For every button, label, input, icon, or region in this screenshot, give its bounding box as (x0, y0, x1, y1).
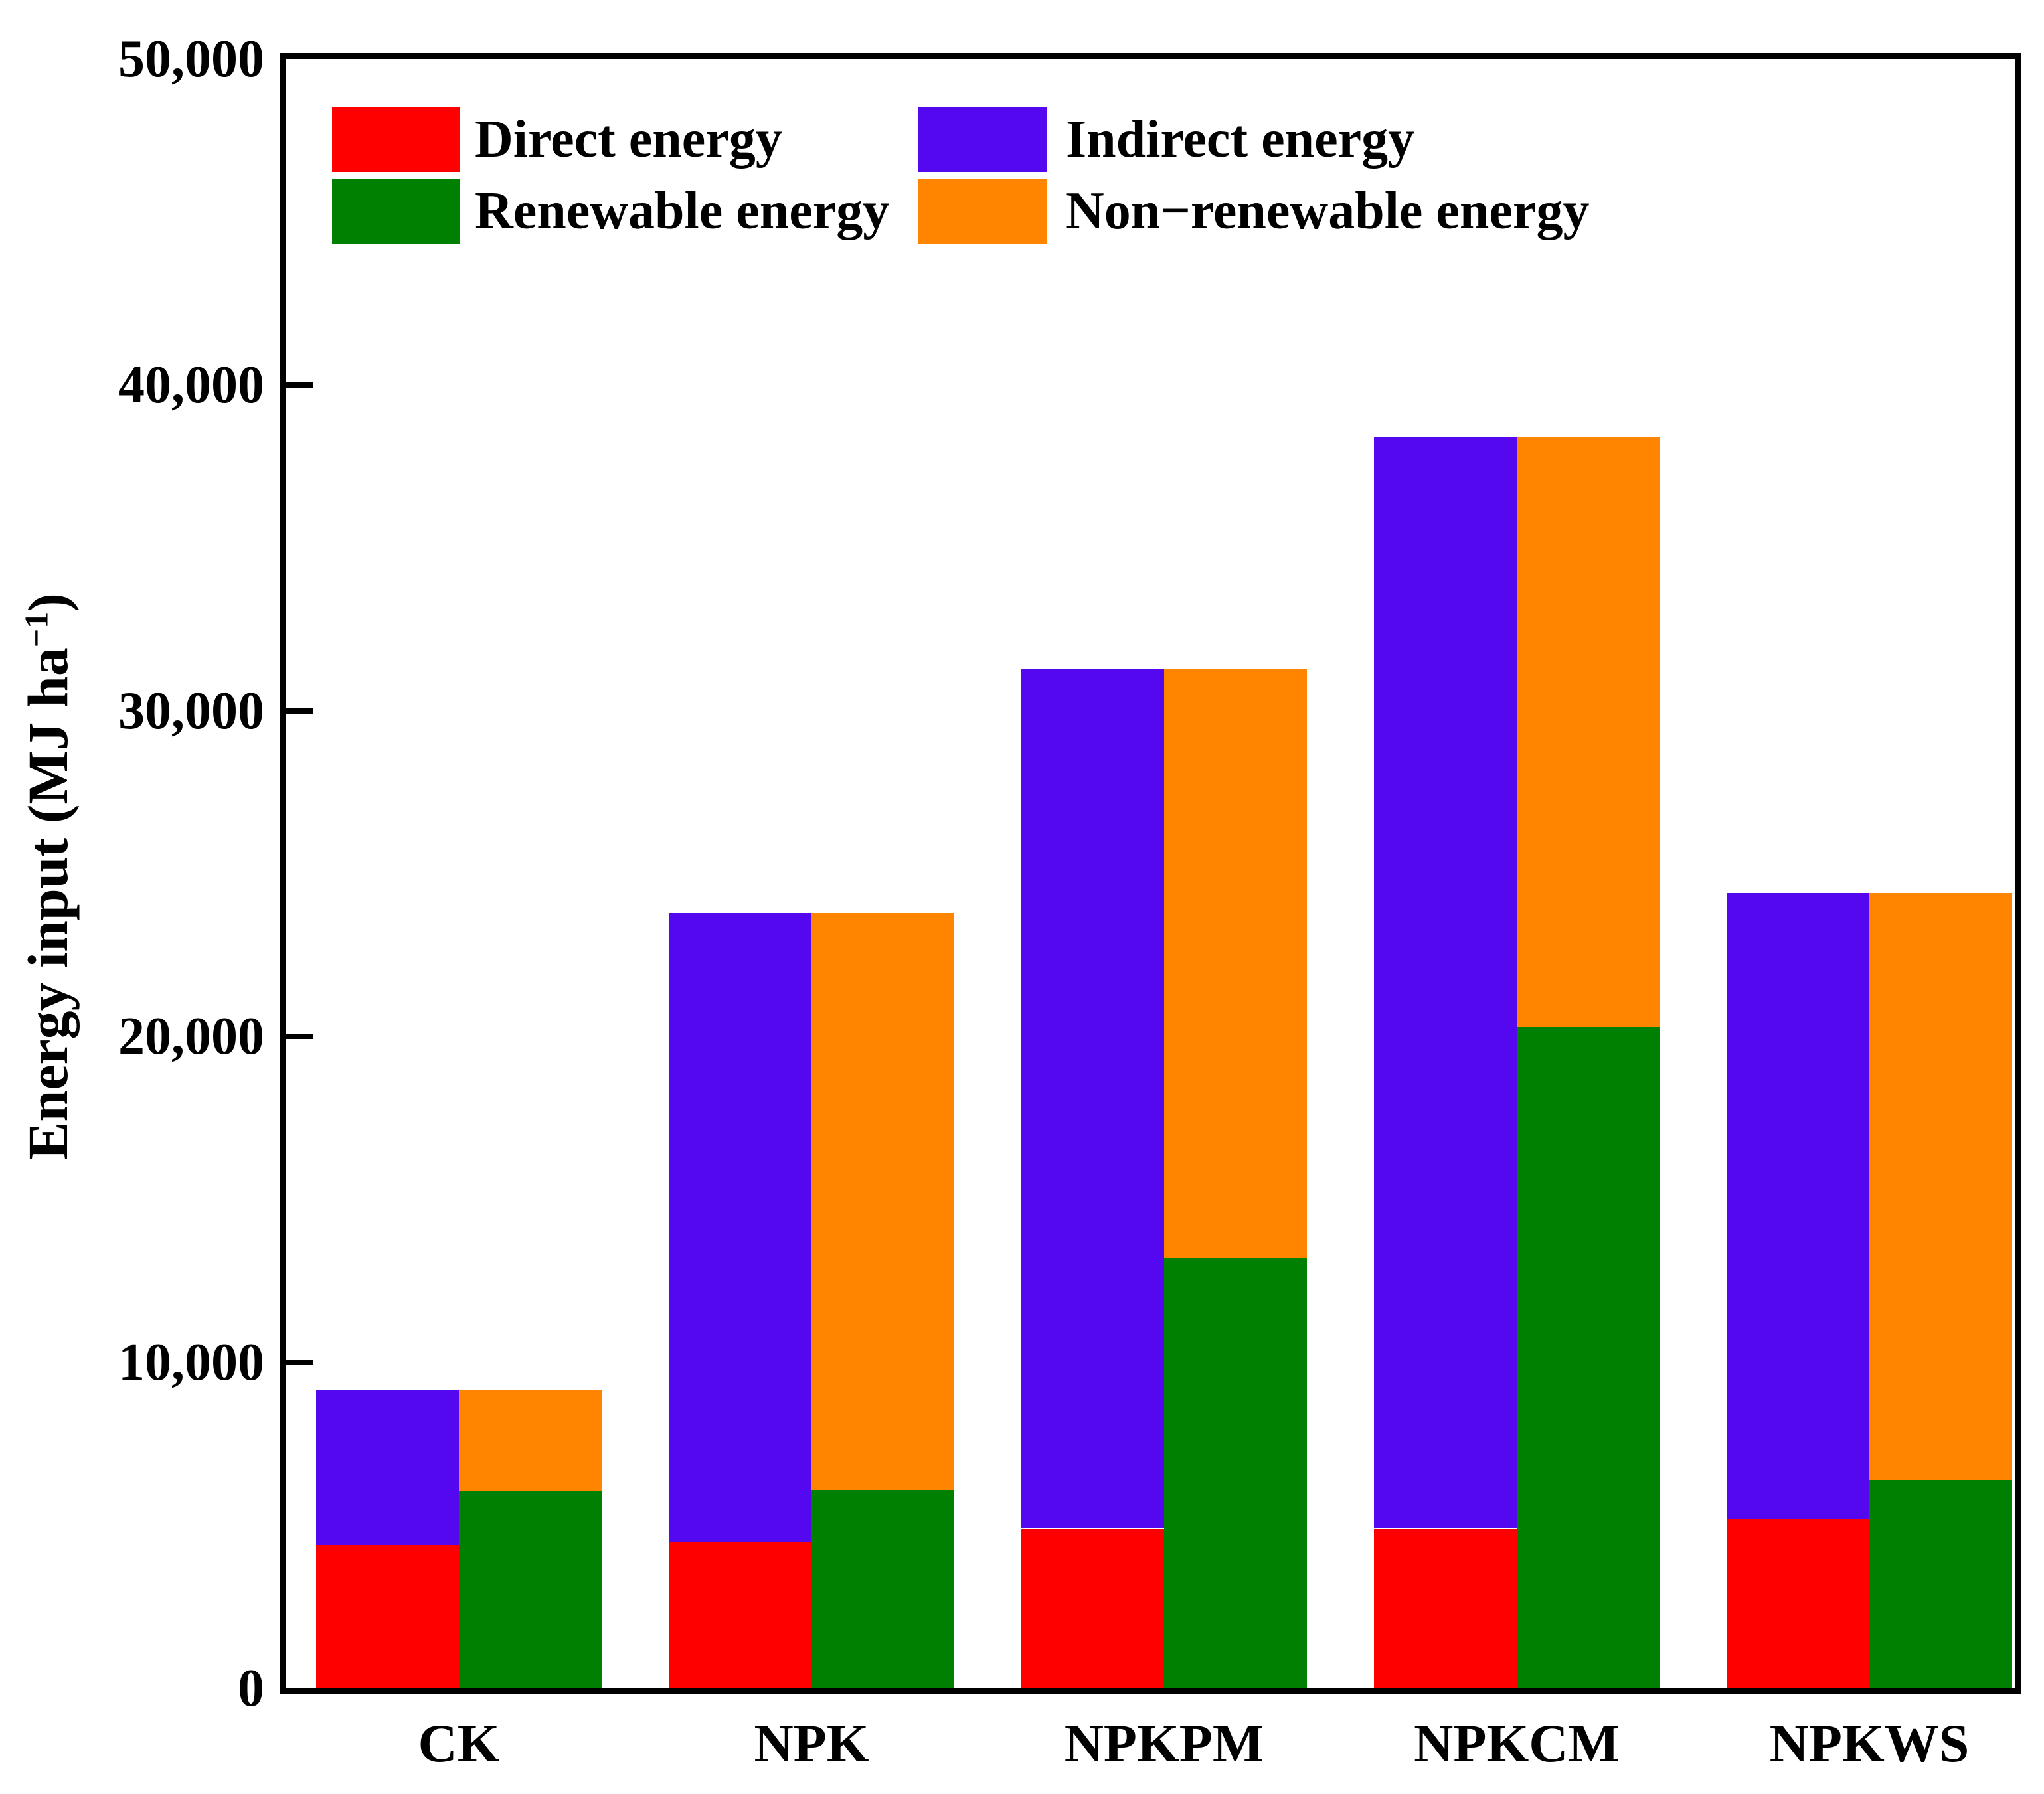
bar-npk-non-renewable-energy (811, 912, 954, 1490)
legend-red-swatch (332, 107, 460, 172)
x-category-label-npkws: NPKWS (1769, 1713, 1970, 1773)
bar-npkcm-direct-energy (1374, 1528, 1517, 1688)
bar-npkcm-non-renewable-energy (1517, 437, 1660, 1027)
x-category-label-npkpm: NPKPM (1064, 1713, 1264, 1773)
legend-label-indirect-energy: Indirect energy (1066, 110, 1415, 169)
bar-npk-renewable-energy (811, 1489, 954, 1688)
y-tick-label: 20,000 (118, 1007, 264, 1066)
bar-npk-indirect-energy (669, 912, 811, 1542)
bar-npkpm-renewable-energy (1164, 1258, 1307, 1688)
bar-npkws-non-renewable-energy (1869, 893, 2012, 1480)
bar-ck-non-renewable-energy (459, 1390, 602, 1492)
y-tick-mark (286, 382, 313, 388)
legend-purple-swatch (918, 107, 1047, 172)
y-tick-label: 30,000 (118, 681, 264, 740)
x-category-label-ck: CK (418, 1713, 500, 1773)
bar-ck-direct-energy (316, 1545, 459, 1688)
y-axis-title-close: ) (16, 593, 80, 612)
bar-ck-indirect-energy (316, 1390, 459, 1546)
plot-frame (280, 53, 2021, 1694)
bar-npkws-direct-energy (1727, 1518, 1869, 1688)
legend-label-renewable-energy: Renewable energy (475, 182, 890, 240)
plot-area (286, 59, 2015, 1688)
y-tick-mark (286, 708, 313, 714)
y-tick-label: 40,000 (118, 355, 264, 414)
bar-npkws-renewable-energy (1869, 1479, 2012, 1688)
y-axis-title-superscript: −1 (18, 612, 55, 648)
bar-npkpm-direct-energy (1021, 1528, 1164, 1688)
bar-npk-direct-energy (669, 1542, 811, 1688)
y-axis-title: Energy input (MJ ha−1) (15, 593, 81, 1160)
legend-green-swatch (332, 179, 460, 244)
legend-label-non-renewable-energy: Non−renewable energy (1066, 182, 1590, 240)
bar-npkws-indirect-energy (1727, 893, 1869, 1519)
y-tick-mark (286, 1034, 313, 1040)
bar-npkcm-indirect-energy (1374, 437, 1517, 1529)
legend-orange-swatch (918, 179, 1047, 244)
bar-npkpm-non-renewable-energy (1164, 668, 1307, 1259)
bar-npkpm-indirect-energy (1021, 668, 1164, 1529)
y-tick-mark (286, 1360, 313, 1366)
legend-label-direct-energy: Direct energy (475, 110, 782, 169)
y-tick-label: 50,000 (118, 30, 264, 88)
bar-ck-renewable-energy (459, 1491, 602, 1688)
y-tick-label: 10,000 (118, 1333, 264, 1392)
x-category-label-npk: NPK (754, 1713, 869, 1773)
y-tick-label: 0 (238, 1659, 264, 1718)
x-category-label-npkcm: NPKCM (1414, 1713, 1620, 1773)
bar-npkcm-renewable-energy (1517, 1026, 1660, 1688)
